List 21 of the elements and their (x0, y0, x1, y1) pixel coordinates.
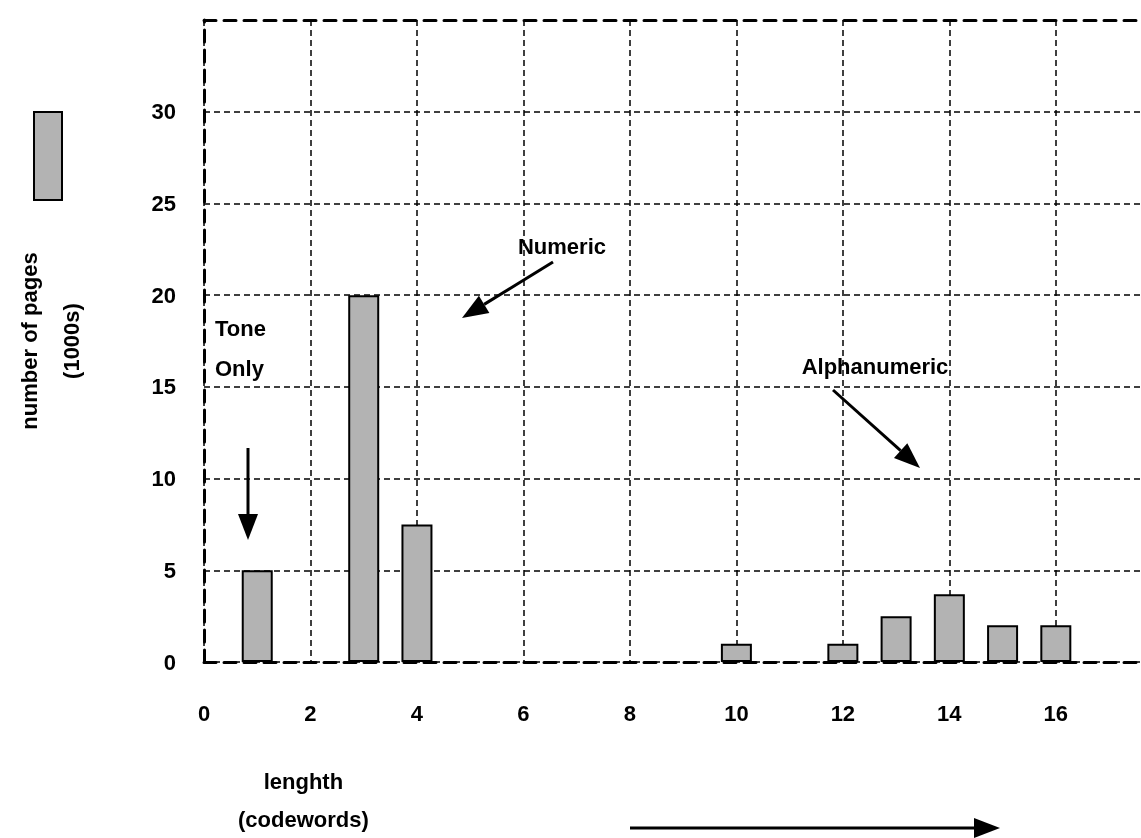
y-tick-label: 25 (151, 190, 176, 216)
y-tick-label: 10 (151, 466, 176, 492)
x-tick-label: 14 (937, 700, 963, 726)
x-tick-label: 0 (197, 700, 211, 726)
y-tick-label: 5 (163, 557, 176, 583)
y-axis-title: number of pages (1000s) (16, 252, 84, 430)
x-tick-label: 6 (517, 700, 530, 726)
annotation: Tone Only (215, 315, 266, 381)
annotation: Numeric (517, 233, 607, 259)
y-tick-label: 20 (151, 282, 176, 308)
y-tick-label: 0 (163, 649, 176, 675)
x-tick-label: 10 (724, 700, 749, 726)
y-tick-label: 15 (151, 374, 176, 400)
x-tick-label: 12 (830, 700, 856, 726)
annotation: Alphanumeric (801, 353, 949, 379)
x-tick-label: 4 (410, 700, 424, 726)
x-tick-label: 2 (304, 700, 317, 726)
y-tick-label: 30 (151, 99, 176, 125)
x-tick-label: 16 (1043, 700, 1069, 726)
x-tick-label: 8 (623, 700, 637, 726)
x-axis-title: lenghth (codewords) (237, 768, 369, 832)
